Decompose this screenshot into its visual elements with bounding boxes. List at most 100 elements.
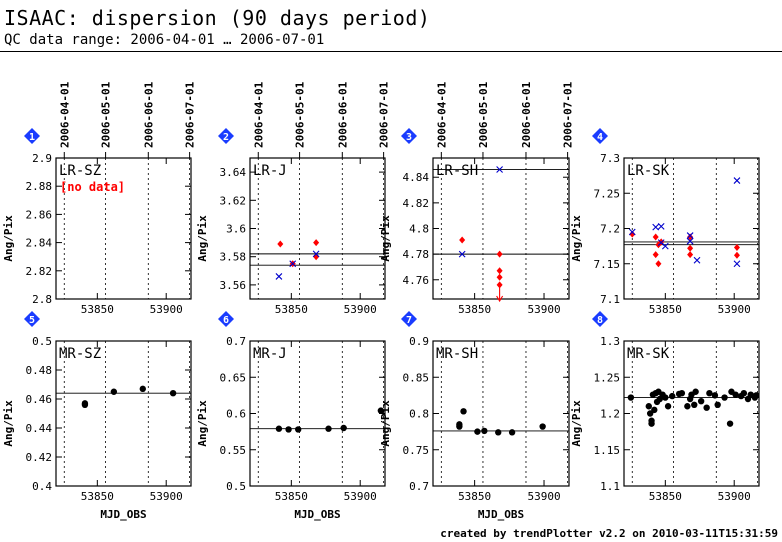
panel-7-ytick-label: 0.75 [403,444,430,457]
panel-3-point-diamond [496,250,503,258]
panel-6-xtick-label: 53900 [344,490,377,503]
panel-2-point-x [289,260,297,268]
footer-credit: created by trendPlotter v2.2 on 2010-03-… [440,527,778,540]
panel-8-point-dot [627,394,635,401]
panel-2-ylabel: Ang/Pix [196,215,209,262]
panel-4-point-diamond [652,251,659,259]
panel-7-xtick-label: 53900 [527,490,560,503]
panel-1-date-label: 2006-07-01 [184,81,197,148]
panel-1-no-data: [no data] [60,180,125,194]
panel-2-xtick-label: 53850 [275,303,308,316]
panel-4-point-diamond [733,251,740,259]
panel-4-point-x [686,232,694,239]
panel-8-frame [623,340,760,487]
panel-8-badge [592,311,608,327]
panel-8-point-dot [726,420,734,427]
panel-3-point-x [458,250,466,258]
panel-2-point-x [275,273,283,280]
panel-7-point-dot [474,428,481,435]
panel-6-xtick-label: 53850 [275,490,308,503]
panel-3-xtick-label: 53850 [458,303,491,316]
panel-7-point-dot [456,423,463,430]
panel-6-label: MR-J [253,346,287,362]
panel-6-point-dot [377,407,385,414]
panel-8-point-dot [732,391,739,398]
panel-2-date-label: 2006-04-01 [252,81,265,148]
panel-6-point-dot [275,425,283,432]
panel-1-ylabel: Ang/Pix [2,215,15,262]
panel-2-badge [218,128,234,144]
panel-5-xtick-label: 53900 [150,490,183,503]
panel-5-ytick-label: 0.42 [26,451,53,464]
panel-4-point-x [661,242,669,250]
panel-2-ytick-label: 3.56 [220,279,247,292]
panel-4-point-x [733,260,741,268]
panel-8-point-dot [645,403,652,410]
panel-5-badge [24,311,40,327]
panel-8-ytick-label: 1.2 [600,408,620,421]
panel-4-point-x [628,228,636,236]
panel-1-frame [55,157,192,300]
panel-5-ytick-label: 0.44 [26,422,53,435]
panel-8-point-dot [714,401,721,408]
panel-3-ylabel: Ang/Pix [379,215,392,262]
panel-6-frame [249,340,386,487]
panel-2-badge-number: 2 [223,132,229,143]
panel-6-ytick-label: 0.7 [226,335,246,348]
panel-8-badge-number: 8 [597,315,603,326]
panel-3-point-diamond [459,236,466,244]
panel-6-point-dot [285,426,292,433]
panel-8-ytick-label: 1.15 [594,444,621,457]
panel-7-point-dot [539,423,546,430]
panel-3-ytick-label: 4.78 [403,248,430,261]
panel-8-point-dot [721,394,728,401]
panel-4-point-diamond [652,233,659,241]
panel-8-point-dot [662,394,669,401]
panel-7-xlabel: MJD_OBS [478,508,524,521]
panel-5-badge-number: 5 [29,315,35,326]
panel-3-ytick-label: 4.76 [403,274,430,287]
panel-3-badge [401,128,417,144]
panel-7-badge [401,311,417,327]
panel-1-date-label: 2006-05-01 [100,81,113,148]
panel-3-point-diamond [496,267,503,275]
panel-1-date-label: 2006-04-01 [58,81,71,148]
panel-8-ylabel: Ang/Pix [570,400,583,447]
panel-2-point-x [312,250,320,258]
panel-7-ylabel: Ang/Pix [379,400,392,447]
panel-4-point-diamond [687,244,694,252]
panel-2-label: LR-J [253,163,287,179]
panel-1-ytick-label: 2.86 [26,208,53,221]
panel-5-frame [55,340,192,487]
panel-4-point-x [733,177,741,184]
panel-8-point-dot [669,392,676,400]
panel-7-label: MR-SH [436,346,478,362]
panel-8-ytick-label: 1.3 [600,335,620,348]
panel-1-xtick-label: 53900 [150,303,183,316]
panel-3-date-label: 2006-05-01 [477,81,490,148]
panel-8-point-dot [691,401,698,408]
panel-2-ytick-label: 3.64 [220,166,247,179]
panel-3-ytick-label: 4.8 [409,223,429,236]
panel-1-ytick-label: 2.9 [32,152,52,165]
panel-5-ylabel: Ang/Pix [2,400,15,447]
panel-4-ytick-label: 7.25 [594,187,621,200]
panel-7-point-dot [508,429,516,436]
panel-7-ytick-label: 0.9 [409,335,429,348]
panel-6-xlabel: MJD_OBS [294,508,340,521]
panel-6-ylabel: Ang/Pix [196,400,209,447]
panel-7-point-dot [481,427,488,435]
panel-4-xtick-label: 53850 [649,303,682,316]
panel-4-point-diamond [629,230,636,238]
panel-2-point-diamond [277,240,284,248]
panel-8-point-dot [697,397,705,405]
panel-4-ytick-label: 7.15 [594,258,621,271]
panel-6-point-dot [325,425,332,432]
panel-6-point-dot [295,426,302,433]
panel-2-ytick-label: 3.62 [220,194,247,207]
panel-3-label: LR-SH [436,163,478,179]
panel-3-point-x [496,166,504,173]
panel-3-ytick-label: 4.84 [403,171,430,184]
panel-3-date-label: 2006-06-01 [520,81,533,148]
